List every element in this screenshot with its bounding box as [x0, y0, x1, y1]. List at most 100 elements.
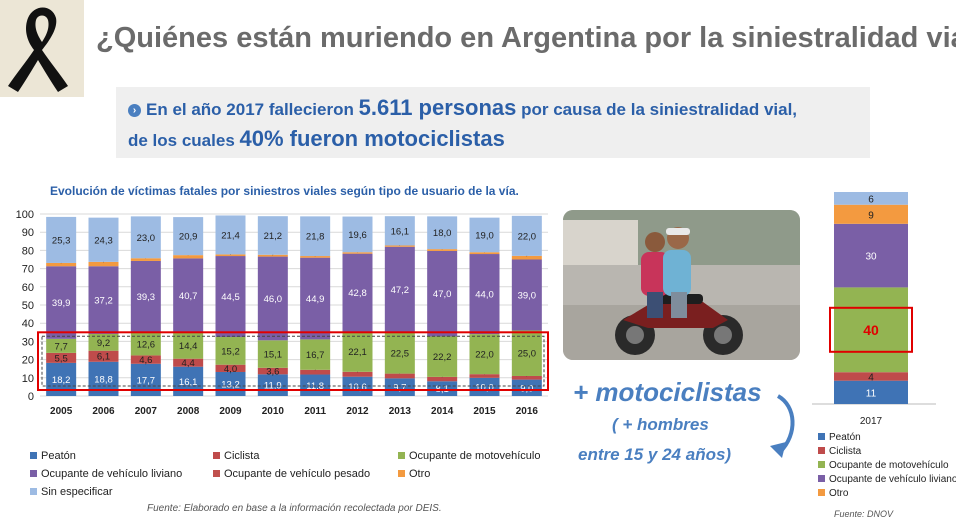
y-tick-label: 70 — [22, 264, 34, 276]
y-tick-label: 100 — [16, 209, 34, 221]
banner-highlight-moto: 40% fueron motociclistas — [239, 126, 505, 151]
callout-hombres-2: entre 15 y 24 años) — [578, 445, 732, 464]
bar-segment — [173, 366, 204, 396]
data-label: 39,0 — [518, 290, 537, 301]
bar-segment — [257, 216, 288, 255]
data-label: 11 — [866, 388, 877, 399]
data-label: 15,2 — [221, 346, 240, 357]
bar-segment — [88, 350, 119, 362]
y-tick-label: 40 — [22, 318, 34, 330]
bar-segment — [88, 333, 119, 351]
data-label: 24,3 — [94, 235, 113, 246]
bar-segment — [130, 216, 161, 259]
bar-segment — [342, 252, 373, 254]
bar-segment — [215, 215, 246, 255]
legend-label: Ciclista — [224, 450, 260, 462]
data-label: 22,5 — [391, 349, 410, 360]
data-label: 44,9 — [306, 294, 325, 305]
legend-label: Ocupante de vehículo liviano — [41, 468, 183, 480]
x-tick-label: 2007 — [135, 406, 158, 417]
data-label: 4 — [868, 372, 874, 383]
bar-segment — [427, 376, 458, 382]
bar-segment — [427, 250, 458, 337]
bar-segment — [834, 223, 908, 288]
bar-segment — [257, 367, 288, 375]
legend-swatch — [818, 489, 825, 496]
banner-highlight-persons: 5.611 personas — [358, 95, 517, 120]
legend-swatch — [818, 475, 825, 482]
data-label: 22,0 — [475, 350, 494, 361]
bar-segment — [427, 216, 458, 250]
data-label: 18,8 — [94, 374, 113, 385]
bar-segment — [469, 334, 500, 375]
bar-segment — [834, 287, 908, 373]
data-label: 23,0 — [137, 233, 156, 244]
bar-segment — [215, 256, 246, 338]
data-label: 6 — [868, 194, 874, 205]
source-note-main: Fuente: Elaborado en base a la informaci… — [147, 503, 442, 514]
legend-label: Ocupante de vehículo liviano — [829, 474, 956, 485]
data-label: 18,0 — [433, 228, 452, 239]
data-label: 44,5 — [221, 292, 240, 303]
x-tick-label: 2015 — [473, 406, 496, 417]
legend-item: Peatón — [30, 450, 76, 462]
data-label: 22,0 — [518, 231, 537, 242]
data-label: 21,2 — [264, 231, 283, 242]
legend-label: Ocupante de motovehículo — [829, 460, 949, 471]
bar-segment — [511, 375, 542, 380]
data-label: 9,7 — [393, 383, 406, 394]
curved-arrow-icon — [770, 394, 795, 458]
stacked-bar-chart-2017: 11 4 40 30 9 6 2017 — [812, 192, 936, 427]
bar-segment — [511, 330, 542, 376]
bar-segment — [300, 256, 331, 258]
x-tick-label: 2011 — [304, 406, 326, 417]
bar-segment — [427, 336, 458, 377]
bar-segment — [342, 253, 373, 332]
bar-segment — [342, 371, 373, 377]
legend-label: Peatón — [829, 432, 861, 443]
bar-segment — [511, 379, 542, 396]
data-label: 19,0 — [475, 230, 494, 241]
bar-segment — [469, 254, 500, 335]
data-label: 21,8 — [306, 232, 325, 243]
bar-segment — [834, 372, 908, 381]
banner-text: En el año 2017 fallecieron — [146, 100, 354, 119]
bar-segment — [215, 337, 246, 365]
data-label: 42,8 — [348, 288, 367, 299]
legend-item: Ocupante de motovehículo — [818, 460, 949, 471]
data-label: 9,2 — [97, 338, 110, 349]
bar-segment — [300, 216, 331, 257]
legend-item: Sin especificar — [30, 486, 113, 498]
data-label: 17,7 — [137, 375, 156, 386]
y-tick-label: 30 — [22, 336, 34, 348]
bar-segment — [130, 258, 161, 261]
legend-item: Ocupante de vehículo pesado — [213, 468, 370, 480]
legend-item: Peatón — [818, 432, 861, 443]
data-label: 22,1 — [348, 347, 367, 358]
legend-item: Ciclista — [818, 446, 861, 457]
bar-segment — [834, 204, 908, 224]
legend-swatch — [398, 470, 405, 477]
data-label: 4,4 — [182, 358, 195, 369]
data-label: 40,7 — [179, 291, 198, 302]
bar-segment — [300, 339, 331, 370]
legend-item: Otro — [818, 488, 848, 499]
data-label: 15,1 — [264, 350, 283, 361]
legend-swatch — [30, 470, 37, 477]
chart-title: Evolución de víctimas fatales por sinies… — [50, 184, 519, 198]
bar-segment — [173, 332, 204, 359]
bar-segment — [469, 217, 500, 253]
legend-label: Sin especificar — [41, 486, 113, 498]
banner-text: por causa de la siniestralidad vial, — [521, 100, 798, 119]
bar-segment — [511, 259, 542, 331]
x-tick-label: 2014 — [431, 406, 454, 417]
legend-swatch — [213, 452, 220, 459]
bar-segment — [130, 260, 161, 333]
bar-segment — [384, 378, 415, 396]
bar-segment — [46, 352, 77, 363]
legend-swatch — [818, 447, 825, 454]
bar-segment — [834, 380, 908, 404]
main-stacked-bar-chart: 010203040506070809010018,25,57,739,91,82… — [16, 209, 549, 417]
data-label: 13,2 — [221, 379, 240, 390]
data-label: 14,4 — [179, 341, 198, 352]
